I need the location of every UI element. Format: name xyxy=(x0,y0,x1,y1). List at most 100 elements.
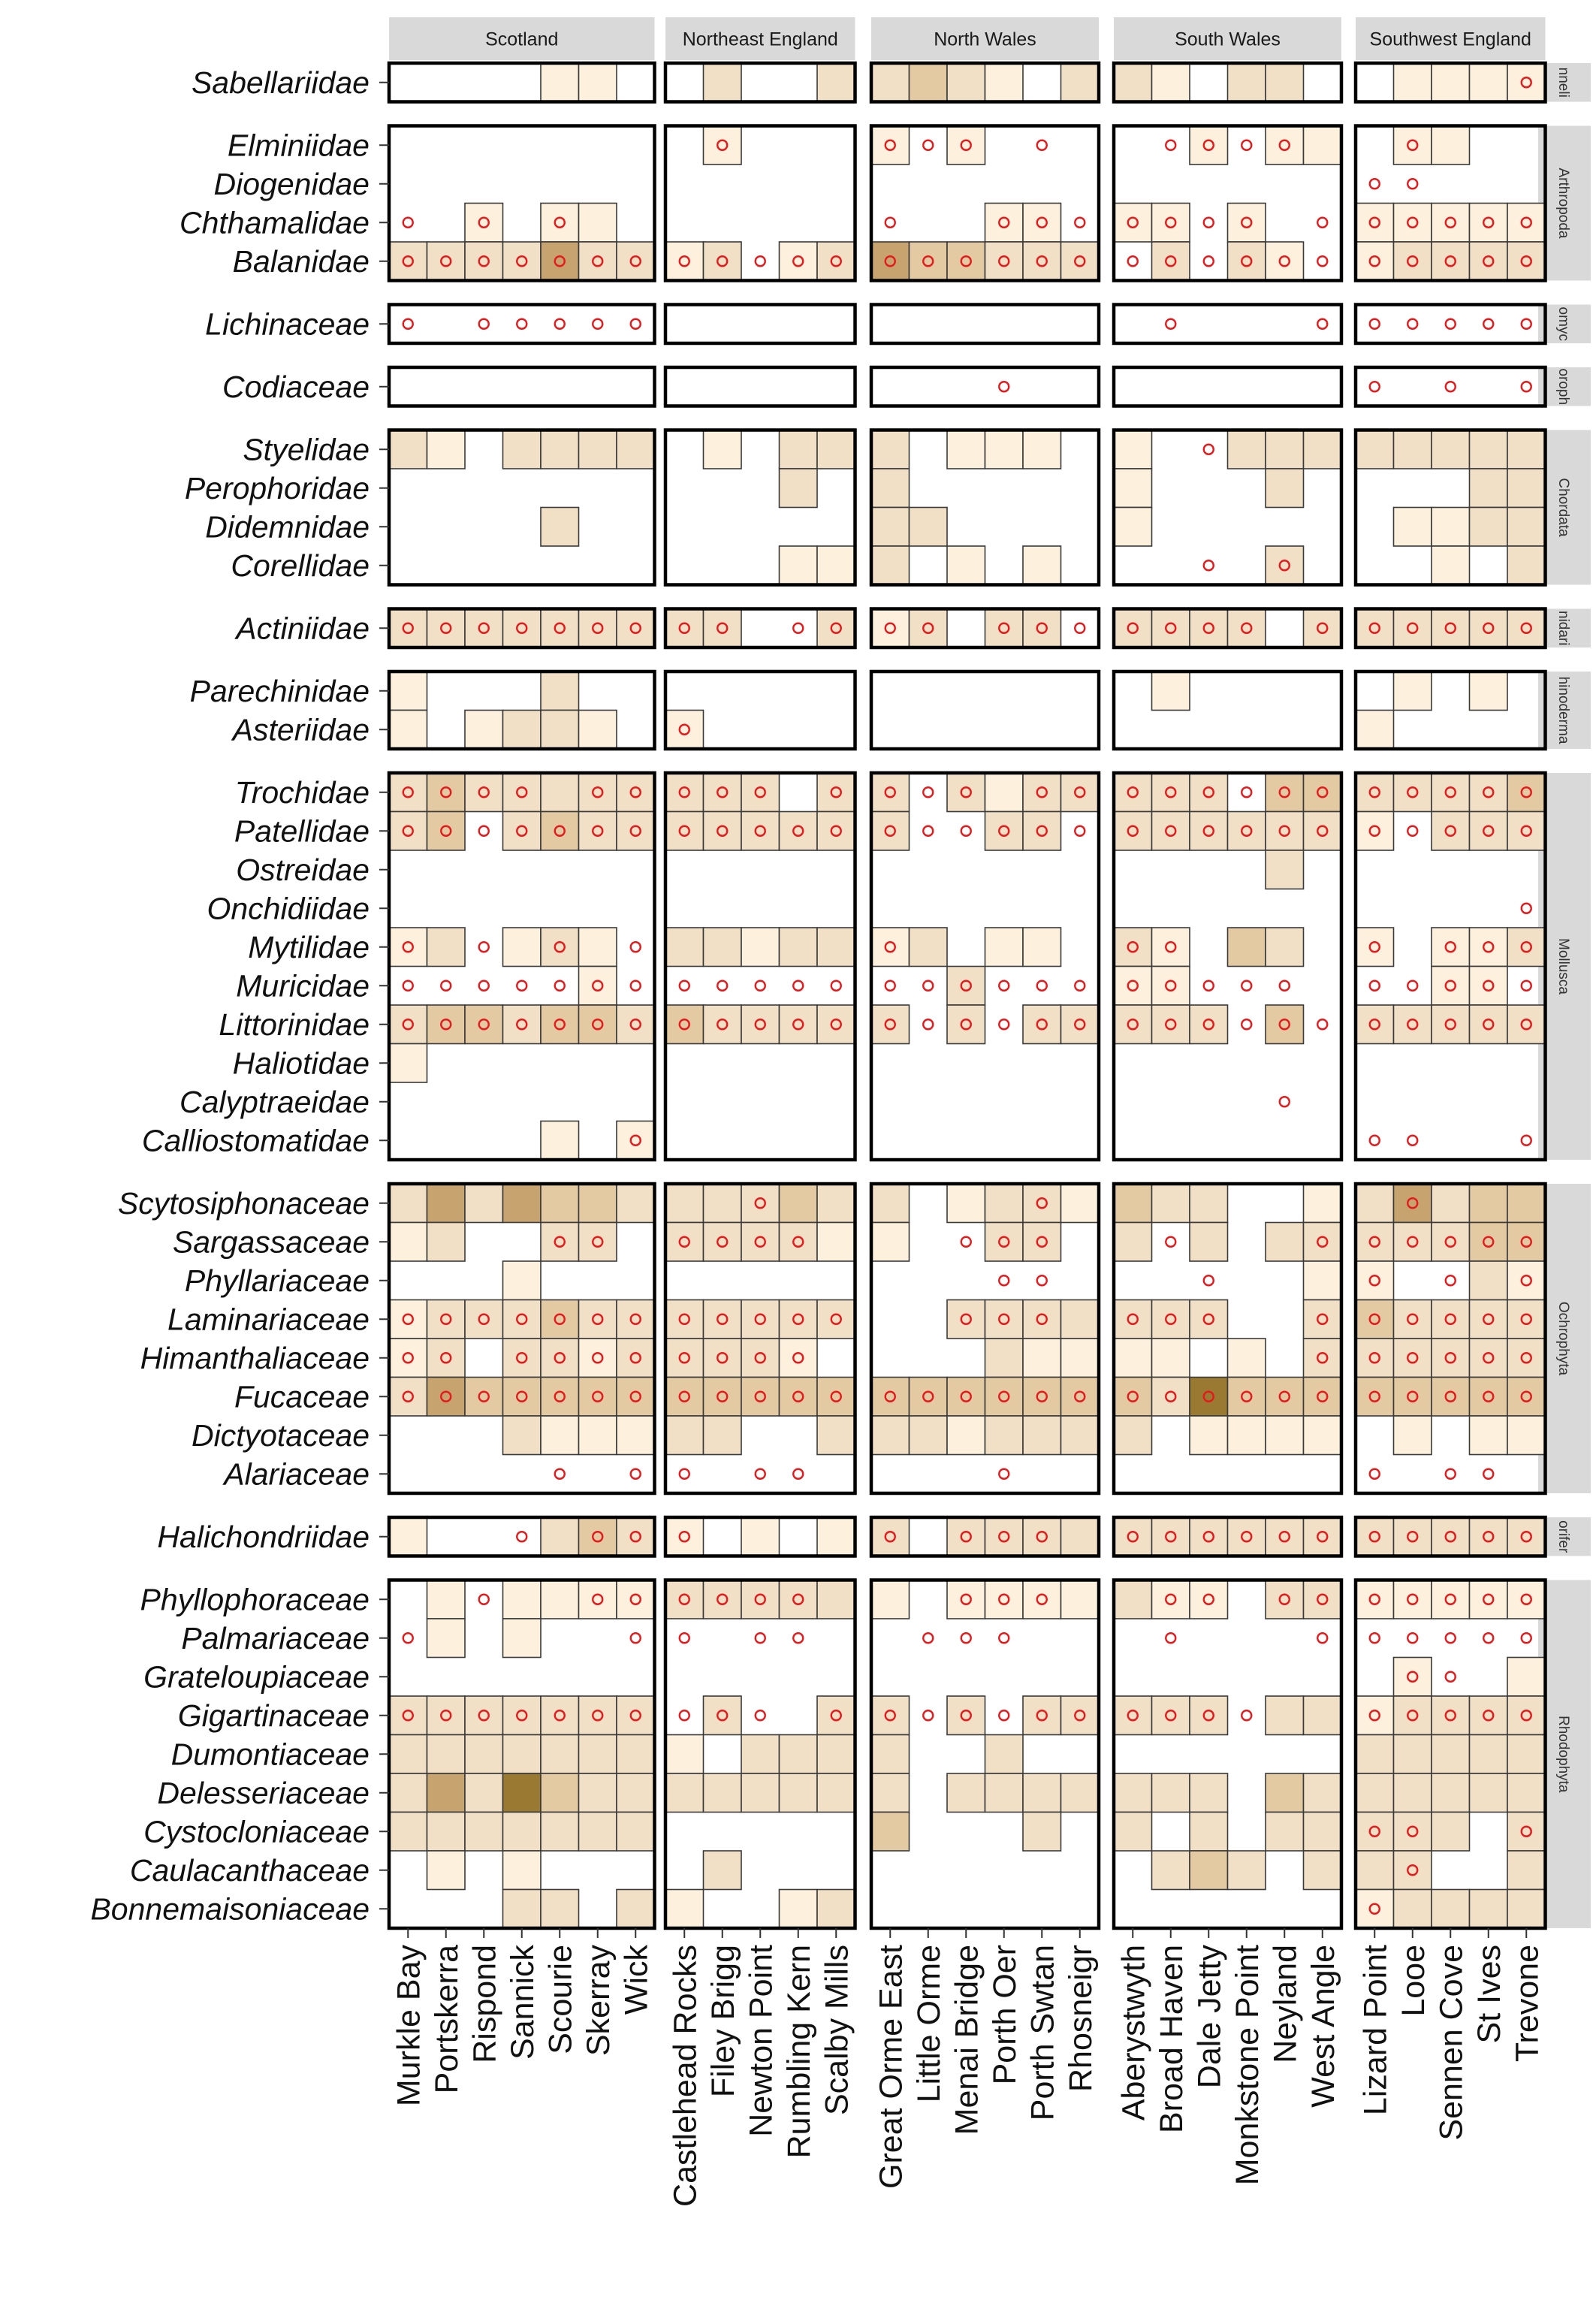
cell-dumontiaceae-st-ives xyxy=(1468,1734,1508,1774)
cell-fucaceae-skerray xyxy=(578,1376,617,1417)
cell-delesseriaceae-lizard-point xyxy=(1355,1773,1395,1813)
cell-littorinidae-sannick xyxy=(502,1004,542,1045)
cell-muricidae-st-ives xyxy=(1468,965,1508,1006)
marker-littorinidae-menai-bridge xyxy=(960,1019,972,1031)
marker-balanidae-lizard-point xyxy=(1368,255,1380,267)
cell-dictyotaceae-monkstone-point xyxy=(1226,1415,1266,1456)
cell-laminariaceae-rhosneigr xyxy=(1060,1299,1100,1339)
marker-muricidae-porth-swtan xyxy=(1036,979,1048,992)
cell-laminariaceae-lizard-point xyxy=(1355,1299,1395,1339)
marker-muricidae-st-ives xyxy=(1483,979,1495,992)
marker-mytilidae-scourie xyxy=(554,941,566,953)
marker-fucaceae-porth-oer xyxy=(998,1390,1010,1402)
marker-muricidae-sannick xyxy=(516,979,528,992)
cell-scytosiphonaceae-scalby-mills xyxy=(816,1183,856,1224)
marker-fucaceae-trevone xyxy=(1520,1390,1532,1402)
cell-fucaceae-menai-bridge xyxy=(946,1376,986,1417)
marker-sargassaceae-rumbling-kern xyxy=(792,1236,804,1248)
cell-himanthaliaceae-rumbling-kern xyxy=(778,1338,818,1378)
cell-himanthaliaceae-castlehead-rocks xyxy=(665,1338,704,1378)
cell-gigartinaceae-sannick xyxy=(502,1695,542,1736)
marker-patellidae-rhosneigr xyxy=(1074,825,1086,837)
cell-fucaceae-aberystwyth xyxy=(1113,1376,1153,1417)
cell-delesseriaceae-looe xyxy=(1392,1773,1432,1813)
phylum-label-ascomycota: omyc xyxy=(1555,307,1571,341)
marker-gigartinaceae-castlehead-rocks xyxy=(678,1710,690,1722)
marker-halichondriidae-neyland xyxy=(1278,1531,1290,1543)
cell-actiniidae-trevone xyxy=(1507,608,1546,648)
cell-sargassaceae-sennen-cove xyxy=(1431,1221,1471,1262)
cell-laminariaceae-broad-haven xyxy=(1151,1299,1190,1339)
marker-balanidae-looe xyxy=(1407,255,1419,267)
cell-corellidae-scalby-mills xyxy=(816,545,856,586)
cell-actiniidae-portskerra xyxy=(426,608,466,648)
cell-himanthaliaceae-porth-oer xyxy=(984,1338,1024,1378)
cell-dictyotaceae-st-ives xyxy=(1468,1415,1508,1456)
marker-himanthaliaceae-west-angle xyxy=(1317,1352,1329,1364)
marker-laminariaceae-rispond xyxy=(478,1313,490,1325)
cell-fucaceae-looe xyxy=(1392,1376,1432,1417)
marker-phyllophoraceae-newton-point xyxy=(754,1593,766,1605)
cell-gigartinaceae-murkle-bay xyxy=(388,1695,428,1736)
marker-laminariaceae-porth-swtan xyxy=(1036,1313,1048,1325)
cell-bonnemaisoniaceae-sannick xyxy=(502,1888,542,1929)
cell-gigartinaceae-scalby-mills xyxy=(816,1695,856,1736)
cell-himanthaliaceae-skerray xyxy=(578,1338,617,1378)
marker-patellidae-aberystwyth xyxy=(1127,825,1139,837)
marker-patellidae-filey-brigg xyxy=(717,825,729,837)
marker-elminiidae-monkstone-point xyxy=(1241,139,1253,151)
cell-delesseriaceae-rispond xyxy=(464,1773,504,1813)
cell-patellidae-st-ives xyxy=(1468,810,1508,851)
marker-sargassaceae-broad-haven xyxy=(1165,1236,1177,1248)
marker-chthamalidae-rispond xyxy=(478,216,490,228)
cell-balanidae-sannick xyxy=(502,241,542,282)
cell-actiniidae-rispond xyxy=(464,608,504,648)
marker-elminiidae-dale-jetty xyxy=(1202,139,1214,151)
cell-himanthaliaceae-rhosneigr xyxy=(1060,1338,1100,1378)
cell-dictyotaceae-scourie xyxy=(540,1415,580,1456)
marker-fucaceae-filey-brigg xyxy=(717,1390,729,1402)
marker-phyllariaceae-trevone xyxy=(1520,1275,1532,1287)
family-label-balanidae: Balanidae xyxy=(233,244,370,279)
cell-dictyotaceae-castlehead-rocks xyxy=(665,1415,704,1456)
marker-muricidae-sennen-cove xyxy=(1444,979,1456,992)
marker-fucaceae-sannick xyxy=(516,1390,528,1402)
marker-himanthaliaceae-murkle-bay xyxy=(402,1352,414,1364)
site-label-porth-swtan: Porth Swtan xyxy=(1024,1945,1060,2120)
panel-frame-rhodophyta-north-wales xyxy=(869,1578,1101,1930)
family-label-corellidae: Corellidae xyxy=(231,548,370,583)
family-label-dumontiaceae: Dumontiaceae xyxy=(171,1737,370,1771)
cell-phyllariaceae-sannick xyxy=(502,1260,542,1301)
marker-sargassaceae-porth-swtan xyxy=(1036,1236,1048,1248)
cell-phyllophoraceae-trevone xyxy=(1507,1579,1546,1619)
cell-trochidae-castlehead-rocks xyxy=(665,772,704,813)
cell-gigartinaceae-st-ives xyxy=(1468,1695,1508,1736)
cell-delesseriaceae-st-ives xyxy=(1468,1773,1508,1813)
panel-frame-porifera-north-wales xyxy=(869,1515,1101,1558)
marker-phyllophoraceae-skerray xyxy=(592,1593,604,1605)
cell-fucaceae-murkle-bay xyxy=(388,1376,428,1417)
marker-chthamalidae-porth-oer xyxy=(998,216,1010,228)
marker-muricidae-filey-brigg xyxy=(717,979,729,992)
marker-laminariaceae-porth-oer xyxy=(998,1313,1010,1325)
cell-halichondriidae-dale-jetty xyxy=(1189,1517,1229,1557)
family-label-lichinaceae: Lichinaceae xyxy=(205,306,370,341)
cell-delesseriaceae-murkle-bay xyxy=(388,1773,428,1813)
cell-dumontiaceae-scourie xyxy=(540,1734,580,1774)
panel-frame-chordata-southwest-england xyxy=(1353,428,1547,587)
cell-cystocloniaceae-great-orme-east xyxy=(870,1811,910,1852)
cell-trochidae-filey-brigg xyxy=(702,772,742,813)
cell-styelidae-great-orme-east xyxy=(870,429,910,469)
cell-corellidae-sennen-cove xyxy=(1431,545,1471,586)
panel-frame-porifera-northeast-england xyxy=(663,1515,857,1558)
cell-phyllophoraceae-west-angle xyxy=(1302,1579,1342,1619)
cell-cystocloniaceae-aberystwyth xyxy=(1113,1811,1153,1852)
cell-dictyotaceae-sannick xyxy=(502,1415,542,1456)
cell-mytilidae-filey-brigg xyxy=(702,927,742,967)
marker-chthamalidae-great-orme-east xyxy=(884,216,896,228)
cell-himanthaliaceae-sennen-cove xyxy=(1431,1338,1471,1378)
marker-trochidae-great-orme-east xyxy=(884,786,896,798)
marker-halichondriidae-porth-oer xyxy=(998,1531,1010,1543)
cell-fucaceae-scalby-mills xyxy=(816,1376,856,1417)
phylum-label-rhodophyta: Rhodophyta xyxy=(1555,1716,1571,1793)
